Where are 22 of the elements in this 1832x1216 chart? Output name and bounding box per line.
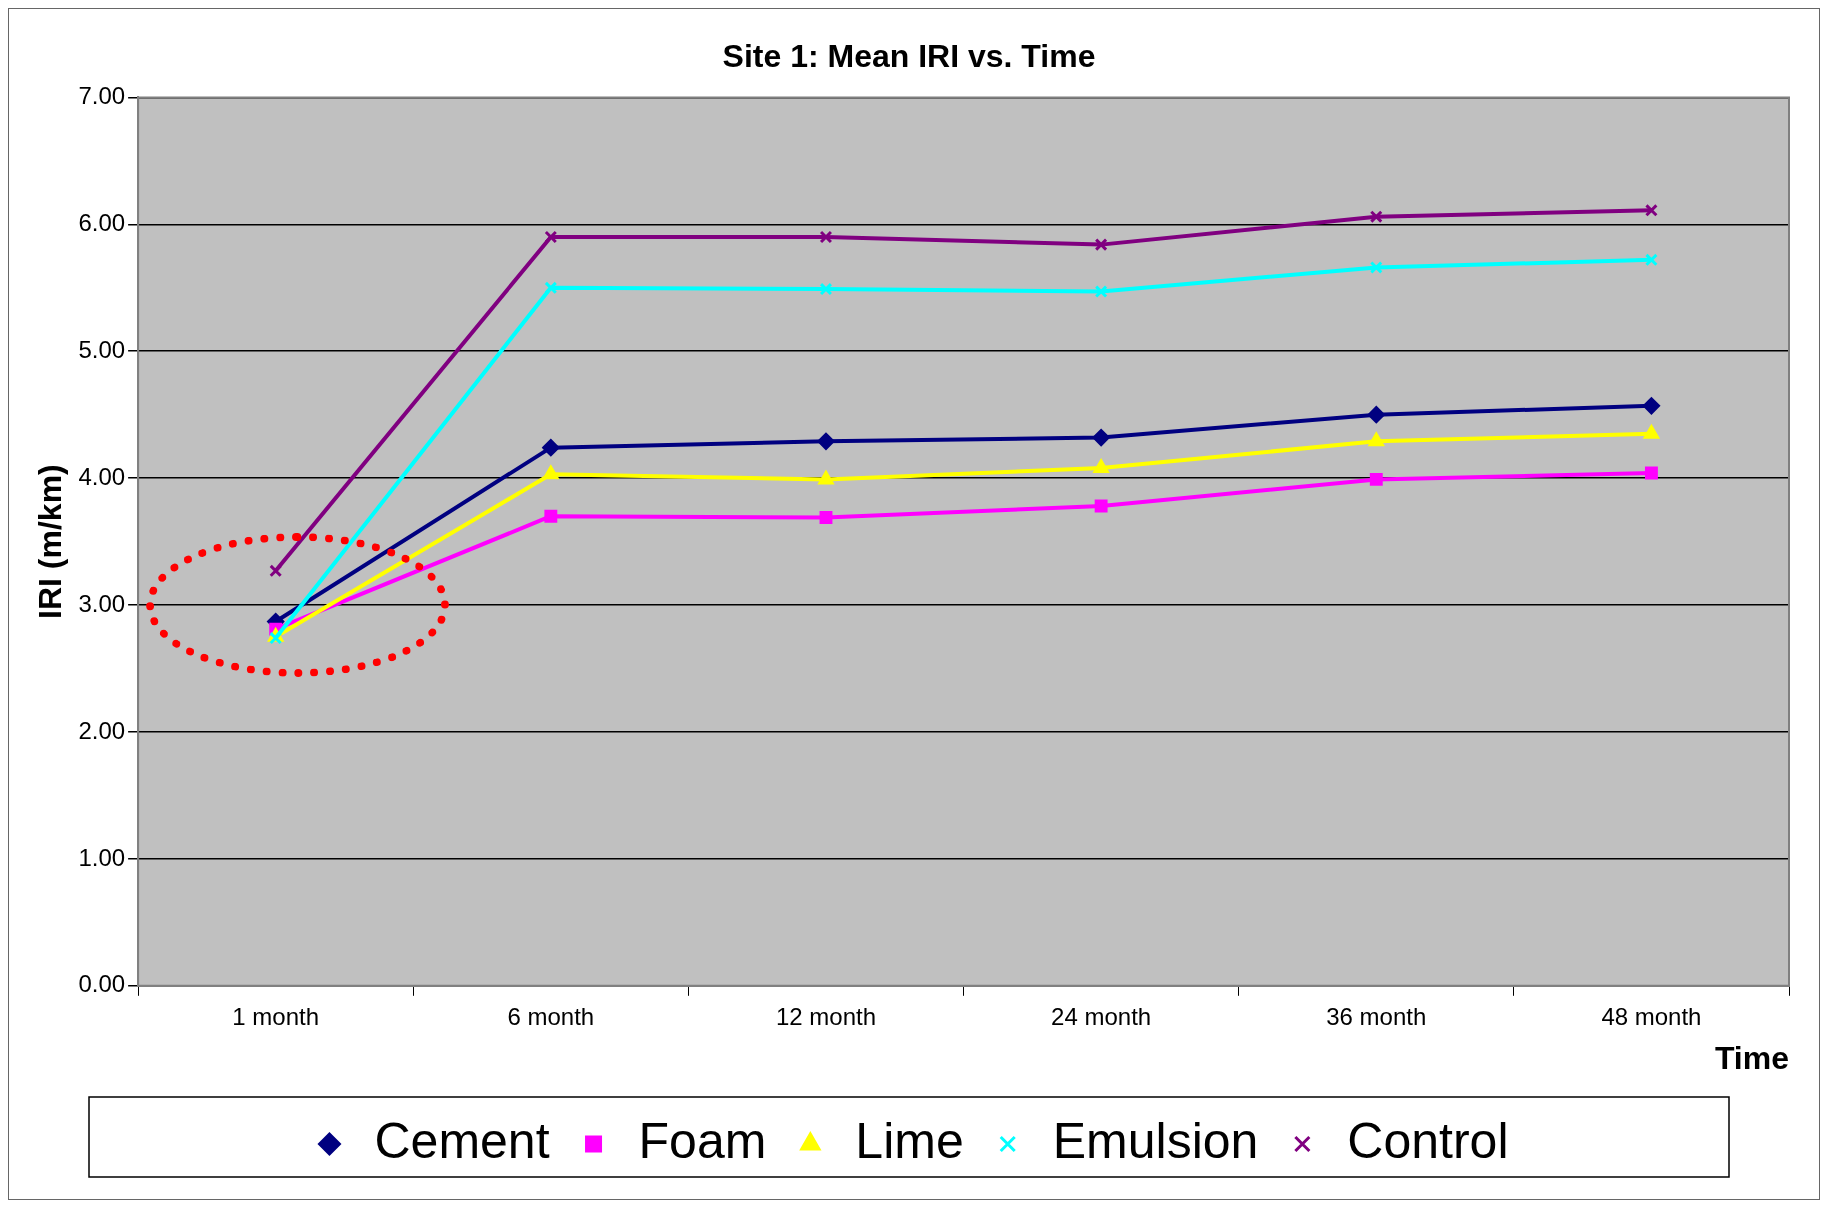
y-tick-label: 1.00 [78,843,126,871]
x-axis-title: Time [1714,1039,1789,1076]
y-axis-title: IRI (m/km) [32,464,69,619]
y-tick-label: 5.00 [78,335,126,363]
x-tick-label: 48 month [1601,1002,1702,1030]
chart-title: Site 1: Mean IRI vs. Time [722,38,1096,75]
x-tick-label: 6 month [507,1002,595,1030]
y-tick-label: 7.00 [78,82,126,110]
y-tick-label: 6.00 [78,208,126,236]
legend-label: Foam [638,1112,767,1169]
legend-label: Control [1347,1112,1509,1169]
y-tick-label: 0.00 [78,970,126,998]
legend-label: Emulsion [1052,1112,1259,1169]
legend-label: Lime [855,1112,964,1169]
x-tick-label: 36 month [1326,1002,1427,1030]
legend-label: Cement [374,1112,550,1169]
y-tick-label: 2.00 [78,716,126,744]
x-tick-label: 1 month [232,1002,320,1030]
x-tick-label: 12 month [775,1002,877,1030]
y-tick-label: 3.00 [78,589,126,617]
x-tick-label: 24 month [1051,1002,1152,1030]
y-tick-label: 4.00 [78,462,126,490]
